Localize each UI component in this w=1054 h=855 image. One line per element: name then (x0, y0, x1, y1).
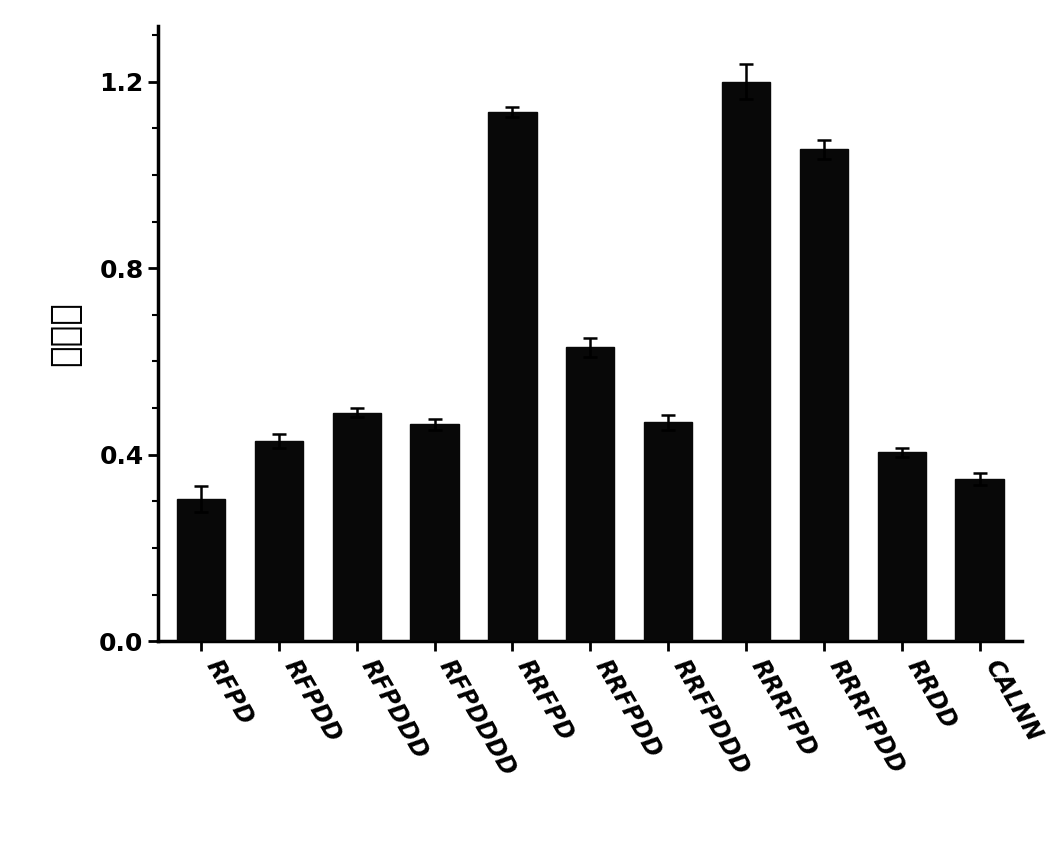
Bar (800, 150, 848, 641)
Y-axis label: 吸光度: 吸光度 (48, 301, 82, 366)
Bar (255, 440, 302, 641)
Bar (955, 479, 1003, 641)
Bar (332, 413, 380, 641)
Bar (878, 452, 925, 641)
Bar (177, 499, 226, 641)
Bar (488, 112, 536, 641)
Bar (722, 81, 770, 641)
Bar (644, 422, 692, 641)
Bar (566, 347, 614, 641)
Bar (410, 424, 458, 641)
